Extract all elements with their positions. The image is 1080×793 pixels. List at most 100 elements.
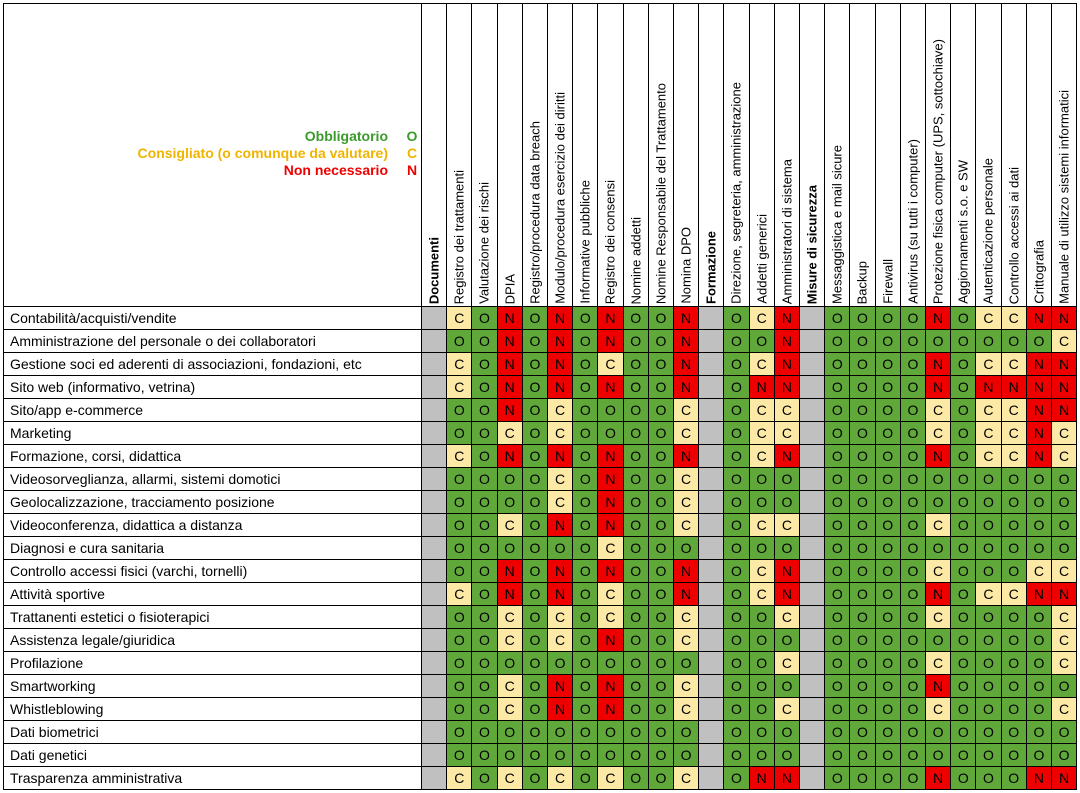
matrix-cell: O [598,744,624,767]
matrix-cell: O [522,767,548,790]
matrix-cell: O [472,376,498,399]
row-label: Videoconferenza, didattica a distanza [3,514,422,537]
matrix-cell: O [472,767,498,790]
matrix-cell: O [875,376,901,399]
matrix-cell: C [447,307,473,330]
matrix-cell: O [875,491,901,514]
column-header: Antivirus (su tutti i computer) [900,3,926,307]
matrix-cell: C [598,353,624,376]
matrix-cell: O [724,376,750,399]
matrix-cell: O [900,399,926,422]
matrix-cell: O [447,652,473,675]
matrix-cell: C [674,606,700,629]
matrix-cell: O [749,468,775,491]
matrix-cell: N [548,307,574,330]
section-spacer-cell [800,652,826,675]
column-header: Nomine addetti [623,3,649,307]
matrix-cell: C [674,422,700,445]
legend-item: Obbligatorio O [305,128,422,144]
matrix-cell: O [648,652,674,675]
matrix-cell: O [875,629,901,652]
matrix-cell: O [648,583,674,606]
matrix-cell: O [724,698,750,721]
matrix-cell: O [724,307,750,330]
matrix-cell: O [573,537,599,560]
section-spacer-cell [699,698,725,721]
row-label: Profilazione [3,652,422,675]
section-spacer-cell [699,445,725,468]
matrix-cell: O [951,698,977,721]
matrix-cell: O [951,675,977,698]
row-label: Sito web (informativo, vetrina) [3,376,422,399]
matrix-cell: O [951,629,977,652]
matrix-cell: O [497,468,523,491]
matrix-cell: O [825,468,851,491]
column-header-label: Antivirus (su tutti i computer) [905,139,921,304]
matrix-cell: N [674,583,700,606]
matrix-cell: O [1026,468,1052,491]
matrix-cell: N [926,353,952,376]
matrix-cell: C [749,583,775,606]
matrix-cell: O [951,422,977,445]
column-header-label: Amministratori di sistema [779,158,795,304]
row-label: Attività sportive [3,583,422,606]
matrix-cell: O [447,675,473,698]
matrix-cell: O [900,468,926,491]
matrix-cell: O [598,422,624,445]
matrix-cell: C [1026,560,1052,583]
matrix-cell: O [623,422,649,445]
matrix-cell: O [900,675,926,698]
matrix-cell: O [749,698,775,721]
matrix-cell: C [749,560,775,583]
matrix-cell: O [573,675,599,698]
matrix-cell: O [573,606,599,629]
matrix-cell: O [674,652,700,675]
section-spacer-cell [800,330,826,353]
matrix-cell: O [724,629,750,652]
matrix-cell: O [497,744,523,767]
matrix-cell: C [1001,353,1027,376]
matrix-cell: C [926,399,952,422]
matrix-cell: N [774,307,800,330]
matrix-cell: O [976,629,1002,652]
matrix-cell: O [522,744,548,767]
matrix-cell: N [598,629,624,652]
matrix-cell: O [447,744,473,767]
matrix-cell: O [472,514,498,537]
matrix-cell: C [548,491,574,514]
matrix-cell: O [951,583,977,606]
matrix-cell: O [648,537,674,560]
matrix-cell: O [850,353,876,376]
legend-code: O [406,128,418,144]
matrix-cell: O [1052,514,1078,537]
section-spacer-cell [422,468,448,491]
matrix-cell: O [1052,537,1078,560]
matrix-cell: C [447,445,473,468]
matrix-cell: C [1052,560,1078,583]
matrix-cell: N [674,307,700,330]
column-header: Informative pubbliche [573,3,599,307]
column-header-label: Nomine addetti [628,216,644,304]
matrix-cell: O [875,330,901,353]
row-label: Diagnosi e cura sanitaria [3,537,422,560]
column-header-label: Crittografia [1031,240,1047,304]
matrix-cell: C [774,422,800,445]
matrix-cell: O [573,721,599,744]
column-header: Direzione, segreteria, amministrazione [724,3,750,307]
matrix-cell: O [875,583,901,606]
matrix-cell: O [976,491,1002,514]
matrix-cell: O [623,376,649,399]
column-header: Controllo accessi ai dati [1001,3,1027,307]
matrix-cell: O [623,744,649,767]
matrix-cell: O [850,399,876,422]
matrix-cell: O [850,422,876,445]
matrix-cell: N [774,330,800,353]
column-header-label: Registro dei trattamenti [451,169,467,304]
matrix-cell: O [724,652,750,675]
matrix-cell: O [951,744,977,767]
matrix-cell: C [749,422,775,445]
matrix-cell: C [497,629,523,652]
matrix-cell: O [875,307,901,330]
matrix-cell: O [1001,537,1027,560]
matrix-cell: N [598,445,624,468]
